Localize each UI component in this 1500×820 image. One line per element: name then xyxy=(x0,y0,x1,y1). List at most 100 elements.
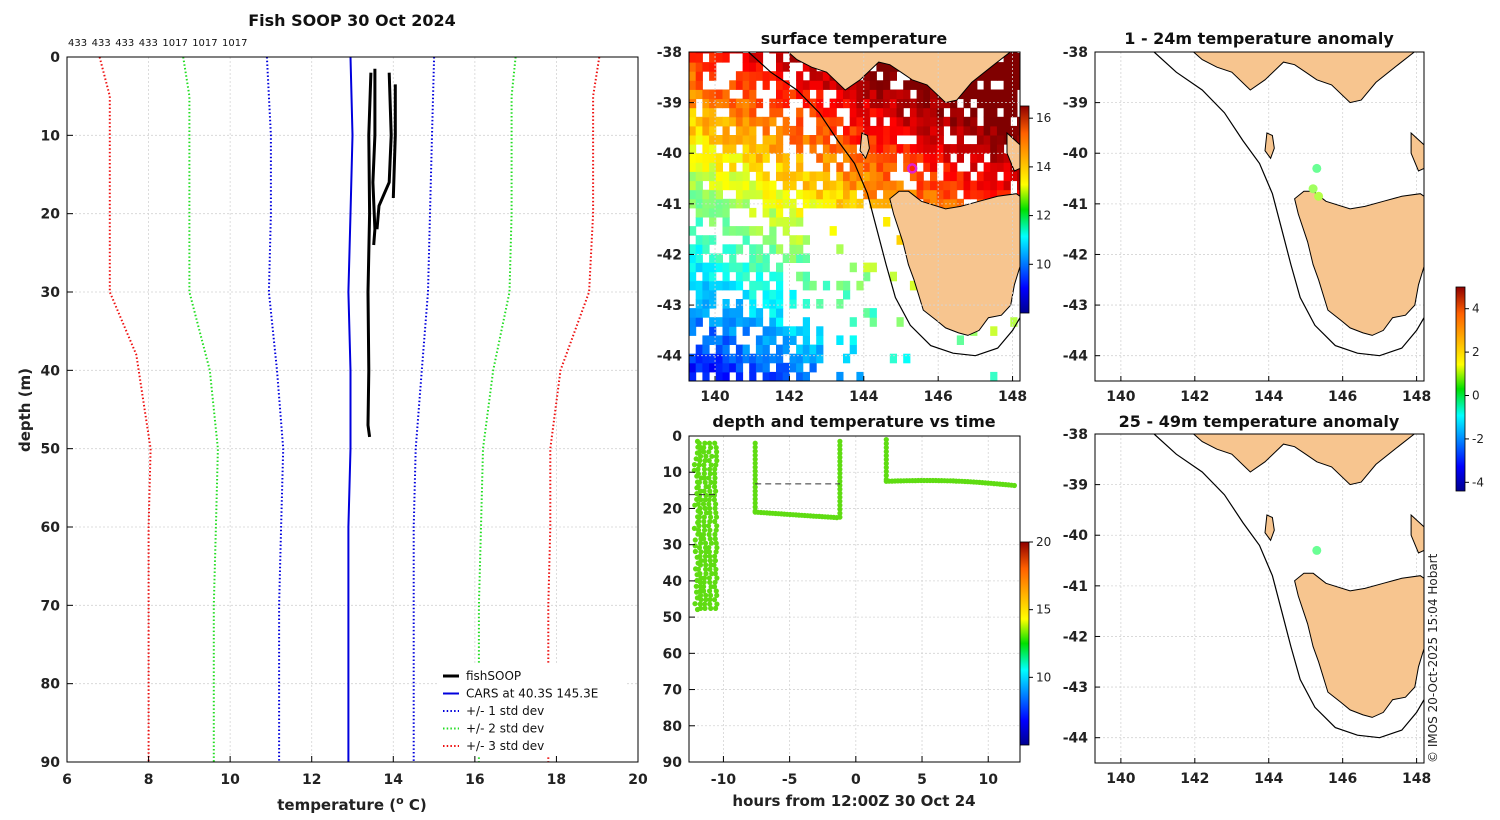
sst-cell xyxy=(876,62,884,72)
data-point xyxy=(707,527,713,533)
sst-cell xyxy=(709,116,717,127)
sst-cell xyxy=(816,299,824,309)
sst-cell xyxy=(729,144,737,154)
sst-cell xyxy=(883,89,891,100)
sst-cell xyxy=(996,189,1005,200)
data-point xyxy=(706,440,713,446)
sst-cell xyxy=(709,89,717,100)
sst-cell xyxy=(990,71,998,81)
sst-cell xyxy=(903,125,911,136)
anomaly-points xyxy=(1308,163,1324,201)
sst-cell xyxy=(1003,89,1011,100)
sst-cell xyxy=(869,262,877,273)
data-point xyxy=(883,453,889,459)
sst-cell xyxy=(702,171,710,182)
data-point xyxy=(694,606,701,613)
x-tick-label: 146 xyxy=(924,389,953,405)
sst-cell xyxy=(970,162,978,172)
sst-cell xyxy=(722,153,730,163)
depth-time-ticks: -10 -5 0 5 10 0 10 20 30 40 50 60 70 80 90 xyxy=(663,429,999,788)
sst-cell xyxy=(883,180,891,191)
sst-cell xyxy=(729,326,737,336)
sst-cell xyxy=(769,144,777,154)
sst-cell xyxy=(970,80,978,90)
data-point xyxy=(837,498,843,504)
anomaly-colorbar xyxy=(1455,286,1466,492)
data-point xyxy=(703,453,709,459)
sst-cell xyxy=(689,253,697,263)
data-point xyxy=(837,454,843,460)
sst-cell xyxy=(923,116,931,127)
data-point xyxy=(698,453,704,459)
sst-cell xyxy=(930,189,938,200)
data-point xyxy=(752,468,758,474)
anomaly-point xyxy=(1312,545,1322,555)
sst-cell xyxy=(849,98,857,109)
sst-cell xyxy=(742,144,750,154)
sst-cell xyxy=(715,89,723,100)
sst-cell xyxy=(729,162,737,172)
y-tick-label: 40 xyxy=(663,574,683,590)
data-point xyxy=(752,460,758,466)
sst-cell xyxy=(1003,171,1011,182)
sst-cell xyxy=(709,180,717,191)
anomaly-colorbar-ticks: -4 -2 0 2 4 xyxy=(1465,302,1484,489)
sst-cell xyxy=(709,135,717,145)
sst-cell xyxy=(715,207,723,218)
land-layer xyxy=(1192,434,1424,718)
sst-cell xyxy=(782,335,790,345)
sst-cell xyxy=(729,308,737,318)
data-point xyxy=(707,510,713,516)
data-point xyxy=(713,566,719,572)
sst-cell xyxy=(843,144,851,154)
sst-cell xyxy=(735,171,744,182)
data-point xyxy=(837,466,843,472)
data-point xyxy=(708,445,714,451)
sst-cell xyxy=(689,89,697,100)
sst-cell xyxy=(695,308,703,318)
sst-cell xyxy=(849,171,857,182)
data-point xyxy=(837,450,843,456)
sst-cell xyxy=(829,189,837,200)
sst-cell xyxy=(916,189,924,200)
sst-cell xyxy=(896,180,904,191)
sst-cell xyxy=(709,198,717,209)
sst-cell xyxy=(709,207,717,218)
sst-cell xyxy=(715,198,723,209)
x-tick-label: 142 xyxy=(1180,771,1209,787)
sst-cell xyxy=(849,180,857,191)
sst-cell xyxy=(916,135,924,145)
data-point xyxy=(706,549,713,555)
sst-cell xyxy=(762,326,770,336)
data-point xyxy=(837,514,843,520)
data-point xyxy=(701,588,707,594)
y-tick-label: -39 xyxy=(1063,96,1088,112)
sst-cell xyxy=(822,280,831,291)
sst-cell xyxy=(883,144,891,154)
data-point xyxy=(706,523,712,529)
sst-cell xyxy=(796,326,804,336)
sst-cell xyxy=(695,153,703,163)
sst-cell xyxy=(863,262,871,273)
fishsoop-track xyxy=(375,72,393,230)
sst-cell xyxy=(729,262,737,273)
sst-cell xyxy=(702,153,710,163)
sst-cell xyxy=(849,317,857,327)
x-tick-label: 8 xyxy=(144,772,154,788)
sst-cell xyxy=(715,280,723,291)
sst-cell xyxy=(963,89,971,100)
sst-cell xyxy=(702,344,710,355)
data-point xyxy=(703,492,709,498)
sst-cell xyxy=(796,271,804,282)
sst-cell xyxy=(856,125,864,136)
sst-cell xyxy=(816,198,824,209)
data-point xyxy=(702,497,708,503)
sst-cell xyxy=(695,235,703,245)
sst-cell xyxy=(983,89,991,100)
sst-cell xyxy=(869,135,877,145)
sst-cell xyxy=(1003,180,1011,191)
colorbar-tick-label: 2 xyxy=(1472,345,1480,359)
sst-cell xyxy=(695,135,703,145)
sst-cell xyxy=(976,98,985,109)
sst-cell xyxy=(689,153,697,163)
